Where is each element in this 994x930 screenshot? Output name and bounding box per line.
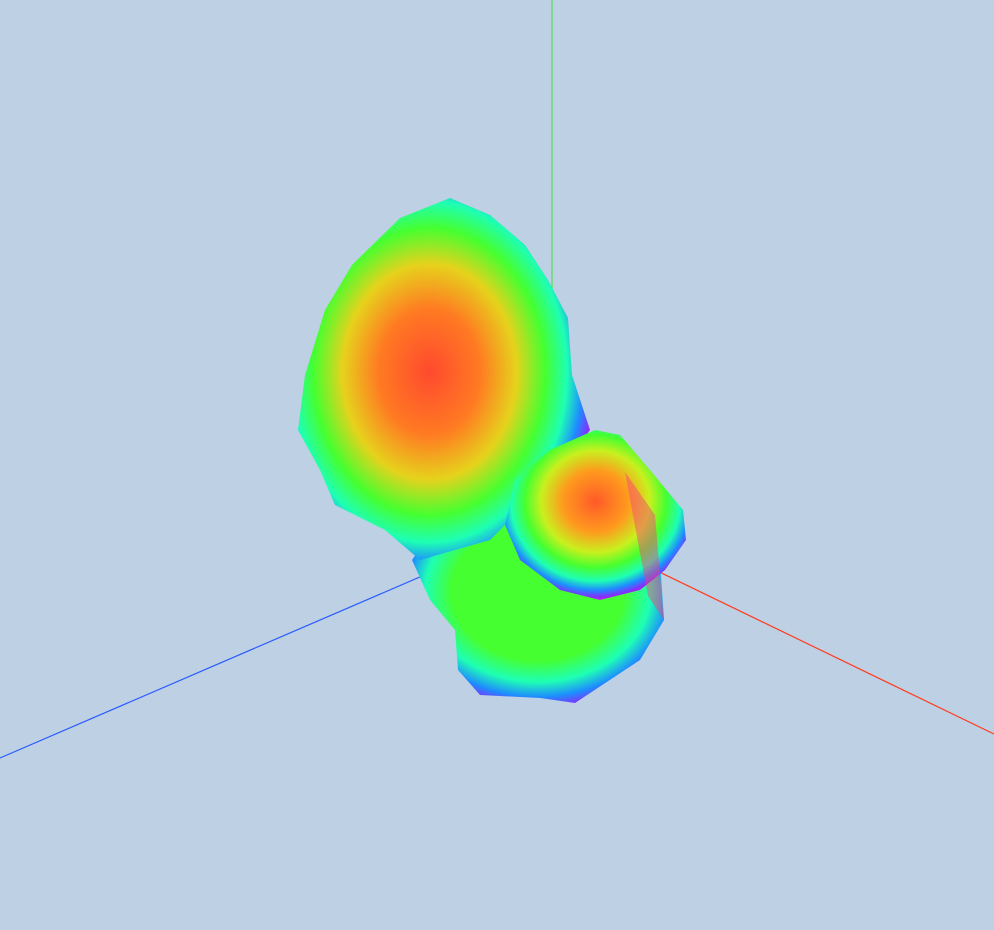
blob-object[interactable] xyxy=(298,198,686,703)
blob-small-lobe xyxy=(505,430,686,600)
blob-edge-facet xyxy=(625,472,664,620)
blob-main-lobe xyxy=(298,198,590,560)
